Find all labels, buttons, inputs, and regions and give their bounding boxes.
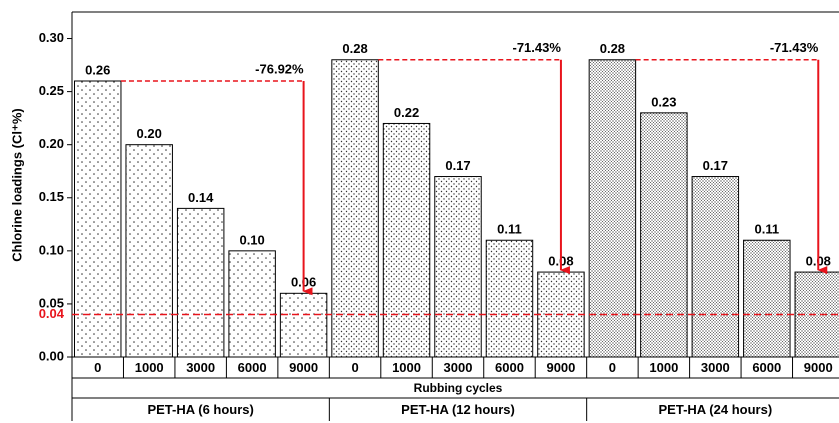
x-tick-label: 0 [94, 360, 101, 375]
y-tick-label: 0.25 [39, 83, 64, 98]
x-tick-label: 6000 [495, 360, 524, 375]
value-label: 0.23 [651, 94, 676, 109]
value-label: 0.28 [342, 41, 367, 56]
x-tick-label: 0 [609, 360, 616, 375]
y-tick-label: 0.10 [39, 242, 64, 257]
change-label: -71.43% [770, 40, 819, 55]
bar [331, 59, 379, 358]
value-label: 0.26 [85, 62, 110, 77]
y-tick-label: 0.30 [39, 30, 64, 45]
value-label: 0.28 [600, 41, 625, 56]
x-tick-label: 1000 [135, 360, 164, 375]
group-label: PET-HA (6 hours) [147, 402, 253, 417]
value-label: 0.17 [703, 158, 728, 173]
group-label: PET-HA (24 hours) [659, 402, 773, 417]
bar [640, 112, 688, 358]
y-tick-label: 0.20 [39, 136, 64, 151]
reference-label: 0.04 [39, 306, 65, 321]
x-tick-label: 0 [351, 360, 358, 375]
y-axis-title: Chlorine loadings (Cl⁺%) [9, 108, 24, 261]
value-label: 0.11 [755, 222, 780, 237]
value-label: 0.22 [394, 105, 419, 120]
value-label: 0.10 [239, 232, 264, 247]
value-label: 0.20 [137, 126, 162, 141]
bar [382, 122, 431, 358]
x-tick-label: 6000 [752, 360, 781, 375]
bar [176, 207, 225, 358]
x-tick-label: 3000 [701, 360, 730, 375]
change-label: -71.43% [513, 40, 562, 55]
y-tick-label: 0.05 [39, 295, 64, 310]
bar [588, 59, 637, 358]
x-axis-title: Rubbing cycles [414, 381, 503, 395]
bar [125, 144, 173, 358]
change-label: -76.92% [255, 61, 304, 76]
x-tick-label: 6000 [238, 360, 267, 375]
bar [743, 239, 791, 358]
bar [691, 176, 740, 358]
x-tick-label: 9000 [546, 360, 575, 375]
x-tick-label: 9000 [289, 360, 318, 375]
x-tick-label: 1000 [649, 360, 678, 375]
x-tick-label: 9000 [804, 360, 833, 375]
bar [228, 250, 276, 358]
value-label: 0.14 [188, 190, 214, 205]
x-tick-label: 3000 [186, 360, 215, 375]
bar [434, 176, 482, 358]
bar [485, 239, 534, 358]
y-tick-label: 0.15 [39, 189, 64, 204]
value-label: 0.17 [445, 158, 470, 173]
group-label: PET-HA (12 hours) [401, 402, 515, 417]
value-label: 0.11 [497, 222, 522, 237]
x-tick-label: 1000 [392, 360, 421, 375]
y-tick-label: 0.00 [39, 348, 64, 363]
bar [74, 80, 122, 358]
x-tick-label: 3000 [444, 360, 473, 375]
bar [279, 292, 328, 358]
